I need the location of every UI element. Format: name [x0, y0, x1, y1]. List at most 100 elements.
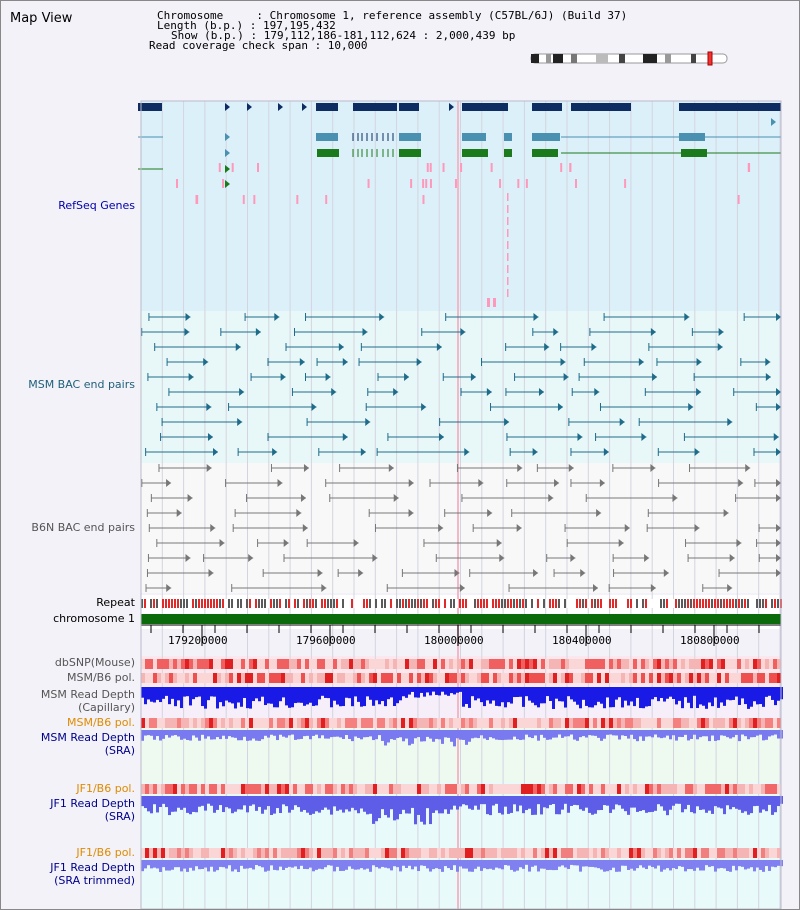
- jf1-trim-depth-bar: [171, 860, 174, 870]
- msm-pol2-heat: [493, 718, 497, 728]
- msm-cap-depth-bar: [594, 687, 597, 706]
- jf1-trim-depth-bar: [627, 860, 630, 870]
- msm-sra-depth-bar: [288, 730, 291, 736]
- gene-block: [316, 103, 338, 111]
- msm-cap-depth-bar: [294, 687, 297, 704]
- msm-cap-depth-bar: [426, 687, 429, 693]
- repeat-mark: [477, 599, 479, 608]
- dbsnp-heat: [505, 659, 509, 669]
- msm-sra-depth-bar: [342, 730, 345, 739]
- msm-sra-depth-bar: [534, 730, 537, 736]
- dbsnp-heat: [677, 659, 681, 669]
- msm-sra-depth-bar: [339, 730, 342, 738]
- msm-pol-heat: [405, 673, 409, 683]
- repeat-mark: [450, 599, 452, 608]
- msm-cap-depth-bar: [255, 687, 258, 699]
- dbsnp-heat: [493, 659, 497, 669]
- dbsnp-heat: [585, 659, 589, 669]
- msm-pol-heat: [445, 673, 449, 683]
- msm-cap-depth-bar: [729, 687, 732, 701]
- msm-bac-pair-end: [533, 313, 539, 321]
- msm-sra-depth-bar: [183, 730, 186, 739]
- jf1-pol-heat: [189, 784, 193, 794]
- dbsnp-heat: [693, 659, 697, 669]
- msm-bac-pair-end: [563, 373, 569, 381]
- msm-pol2-heat: [633, 718, 637, 728]
- msm-pol2-heat: [341, 718, 345, 728]
- dbsnp-heat: [233, 659, 237, 669]
- track-label-jf1-b6-pol-1[interactable]: JF1/B6 pol.: [76, 782, 135, 795]
- msm-cap-depth-bar: [738, 687, 741, 705]
- jf1-trim-depth-bar: [261, 860, 264, 868]
- repeat-mark: [261, 599, 263, 608]
- msm-pol2-heat: [701, 718, 705, 728]
- track-label-jf1-read-depth-sra[interactable]: JF1 Read Depth: [50, 797, 135, 810]
- msm-bac-pair-end: [237, 418, 243, 426]
- track-label-msm-read-depth-sra[interactable]: MSM Read Depth: [40, 731, 135, 744]
- jf1-sra-depth-bar: [642, 796, 645, 811]
- jf1-trim-depth-bar: [477, 860, 480, 867]
- msm-sra-depth-bar: [222, 730, 225, 736]
- jf1-trim-depth-bar: [492, 860, 495, 870]
- track-label-jf1-read-depth-trim[interactable]: JF1 Read Depth: [50, 861, 135, 874]
- track-label-msm-b6-pol-2[interactable]: MSM/B6 pol.: [67, 716, 135, 729]
- jf1-pol2-heat: [445, 848, 449, 858]
- dbsnp-heat: [609, 659, 613, 669]
- track-label-msm-bac[interactable]: MSM BAC end pairs: [28, 378, 135, 391]
- msm-bac-pair-end: [460, 328, 466, 336]
- msm-cap-depth-bar: [147, 687, 150, 700]
- dbsnp-heat: [597, 659, 601, 669]
- jf1-sra-depth-bar: [447, 796, 450, 814]
- jf1-trim-depth-bar: [390, 860, 393, 871]
- jf1-trim-depth-bar: [369, 860, 372, 872]
- gene-exon: [504, 149, 512, 157]
- b6n-bac-pair-end: [596, 509, 602, 517]
- msm-pol2-heat: [365, 718, 369, 728]
- dbsnp-heat: [453, 659, 457, 669]
- jf1-pol-heat: [297, 784, 301, 794]
- jf1-pol-heat: [285, 784, 289, 794]
- jf1-pol2-heat: [761, 848, 765, 858]
- jf1-trim-depth-bar: [234, 860, 237, 870]
- jf1-sra-depth-bar: [624, 796, 627, 812]
- msm-bac-pair-end: [436, 343, 442, 351]
- jf1-sra-depth-bar: [339, 796, 342, 810]
- track-label-b6n-bac[interactable]: B6N BAC end pairs: [31, 521, 135, 534]
- jf1-sra-depth-bar: [462, 796, 465, 805]
- msm-pol-heat: [433, 673, 437, 683]
- msm-pol-heat: [669, 673, 673, 683]
- repeat-mark: [591, 599, 593, 608]
- msm-sra-depth-bar: [720, 730, 723, 736]
- track-label-msm-read-depth-cap[interactable]: MSM Read Depth: [40, 688, 135, 701]
- msm-pol2-heat: [253, 718, 257, 728]
- jf1-pol2-heat: [157, 848, 161, 858]
- track-label-dbsnp[interactable]: dbSNP(Mouse): [54, 656, 135, 669]
- msm-pol2-heat: [557, 718, 561, 728]
- repeat-mark: [210, 599, 212, 608]
- dbsnp-heat: [685, 659, 689, 669]
- track-label-jf1-b6-pol-2[interactable]: JF1/B6 pol.: [76, 846, 135, 859]
- msm-pol-heat: [469, 673, 473, 683]
- jf1-trim-depth-bar: [423, 860, 426, 866]
- dbsnp-heat: [397, 659, 401, 669]
- jf1-sra-depth-bar: [570, 796, 573, 806]
- jf1-pol-heat: [173, 784, 177, 794]
- msm-sra-depth-bar: [573, 730, 576, 740]
- jf1-sra-depth-bar: [633, 796, 636, 808]
- repeat-mark: [756, 599, 758, 608]
- jf1-trim-depth-bar: [612, 860, 615, 868]
- msm-cap-depth-bar: [237, 687, 240, 703]
- repeat-mark: [555, 599, 557, 608]
- repeat-mark: [567, 599, 569, 608]
- msm-sra-depth-bar: [687, 730, 690, 741]
- gene-arrow: [771, 118, 776, 126]
- track-label-msm-b6-pol-1[interactable]: MSM/B6 pol.: [67, 671, 135, 684]
- dbsnp-heat: [289, 659, 293, 669]
- msm-bac-pair-end: [560, 358, 566, 366]
- track-label-refseq[interactable]: RefSeq Genes: [58, 199, 135, 212]
- jf1-pol-heat: [445, 784, 449, 794]
- msm-sra-depth-bar: [447, 730, 450, 738]
- msm-pol2-heat: [317, 718, 321, 728]
